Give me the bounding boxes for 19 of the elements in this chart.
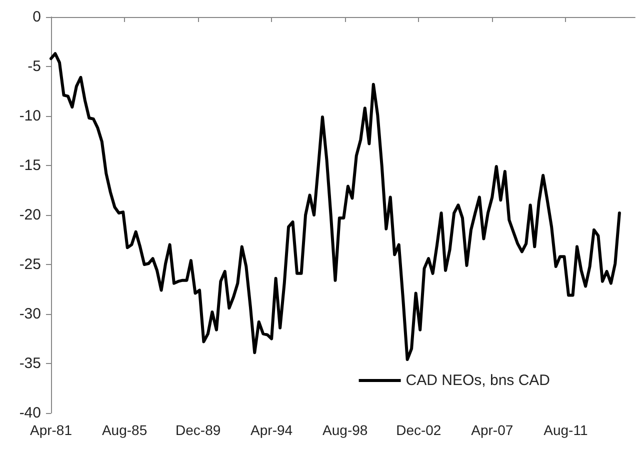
legend-label: CAD NEOs, bns CAD [406,372,550,389]
y-tick-label: -35 [19,355,41,372]
x-tick-label: Aug-11 [544,422,588,438]
y-tick-label: -20 [19,206,41,224]
y-tick-label: -15 [19,157,41,174]
x-tick-label: Aug-98 [322,422,368,438]
line-series [50,52,621,362]
y-tick-label: 0 [32,8,41,26]
y-tick-label: -25 [19,256,41,273]
x-tick-label: Apr-81 [30,422,72,438]
x-tick-label: Apr-94 [250,422,293,438]
y-tick-label: -30 [19,306,41,322]
y-tick-label: -40 [19,404,41,422]
y-tick-label: -5 [28,58,41,75]
x-tick-label: Dec-89 [176,422,221,438]
x-tick-label: Apr-07 [471,422,514,438]
x-tick-label: Aug-85 [102,422,148,438]
y-tick-label: -10 [19,108,41,124]
x-tick-label: Dec-02 [396,422,442,438]
